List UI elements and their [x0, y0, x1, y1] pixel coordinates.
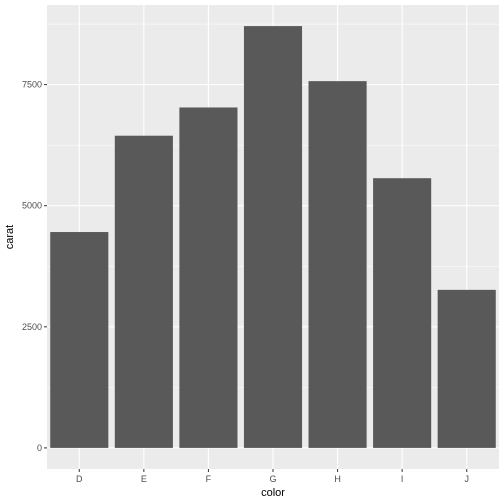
y-tick-label: 7500: [22, 80, 42, 90]
x-tick-label: J: [464, 474, 469, 484]
bar-I: [373, 178, 432, 448]
bar-J: [437, 289, 496, 448]
y-axis-title: carat: [4, 225, 16, 249]
x-axis: D E F G H I J: [76, 469, 469, 484]
x-tick-label: H: [334, 474, 341, 484]
x-tick-label: I: [401, 474, 404, 484]
y-tick-label: 5000: [22, 201, 42, 211]
x-tick-label: E: [141, 474, 147, 484]
bar-E: [114, 135, 173, 448]
bar-H: [308, 81, 367, 448]
x-axis-title: color: [261, 487, 285, 499]
bar-D: [50, 232, 109, 448]
x-tick-label: G: [269, 474, 276, 484]
x-tick-label: F: [206, 474, 212, 484]
y-tick-label: 0: [37, 443, 42, 453]
y-axis: 0 2500 5000 7500: [22, 80, 47, 453]
bar-F: [179, 107, 238, 448]
y-tick-label: 2500: [22, 322, 42, 332]
x-tick-label: D: [76, 474, 83, 484]
bar-G: [243, 26, 303, 448]
bars: [50, 26, 496, 448]
